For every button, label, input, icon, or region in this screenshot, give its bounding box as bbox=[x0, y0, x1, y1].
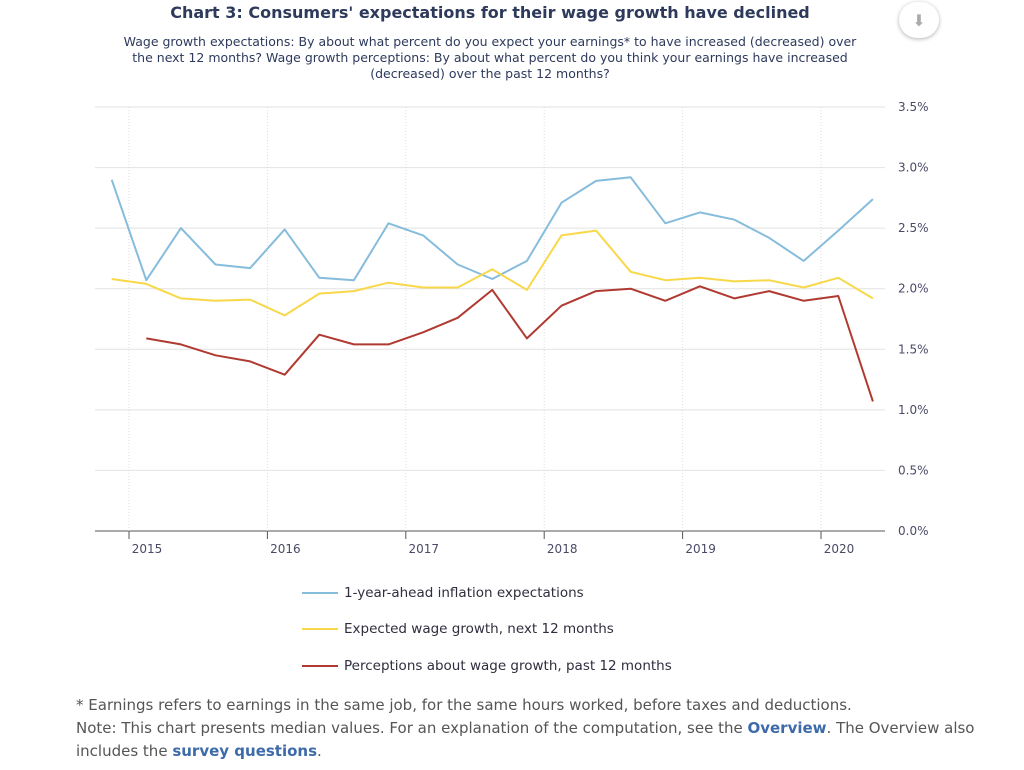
y-tick-label: 1.5% bbox=[898, 342, 929, 356]
download-button[interactable]: ⬇ bbox=[899, 2, 939, 38]
legend-item[interactable]: Expected wage growth, next 12 months bbox=[302, 621, 614, 637]
x-tick-label: 2019 bbox=[685, 542, 716, 556]
note-text: . The Overview also includes the bbox=[76, 719, 975, 760]
legend-swatch bbox=[302, 665, 338, 667]
survey-questions-link[interactable]: survey questions bbox=[172, 742, 318, 760]
x-tick-label: 2015 bbox=[132, 542, 163, 556]
y-tick-label: 3.0% bbox=[898, 161, 929, 175]
legend-item[interactable]: 1-year-ahead inflation expectations bbox=[302, 585, 584, 601]
note-text: Note: This chart presents median values.… bbox=[76, 719, 748, 737]
legend-swatch bbox=[302, 592, 338, 594]
line-chart: 0.0% 0.5% 1.0% 1.5% 2.0% 2.5% 3.0% 3.5% 2015 2016… bbox=[95, 100, 929, 556]
legend-swatch bbox=[302, 628, 338, 630]
chart-title: Chart 3: Consumers' expectations for the… bbox=[170, 3, 810, 22]
legend-label: 1-year-ahead inflation expectations bbox=[344, 585, 584, 601]
series-line-2 bbox=[146, 285, 874, 402]
y-tick-label: 2.5% bbox=[898, 221, 929, 235]
earnings-note: * Earnings refers to earnings in the sam… bbox=[76, 696, 852, 714]
note-text: . bbox=[317, 742, 322, 760]
y-tick-label: 3.5% bbox=[898, 100, 929, 114]
legend-label: Expected wage growth, next 12 months bbox=[344, 621, 614, 637]
download-icon: ⬇ bbox=[912, 10, 926, 30]
legend-label: Perceptions about wage growth, past 12 m… bbox=[344, 658, 672, 674]
x-tick-label: 2017 bbox=[409, 542, 440, 556]
series-line-0 bbox=[110, 176, 874, 282]
series-line-1 bbox=[111, 229, 874, 317]
y-tick-label: 0.0% bbox=[898, 524, 929, 538]
x-tick-label: 2018 bbox=[547, 542, 578, 556]
y-tick-label: 2.0% bbox=[898, 282, 929, 296]
y-tick-label: 0.5% bbox=[898, 463, 929, 477]
x-tick-label: 2016 bbox=[270, 542, 301, 556]
x-tick-label: 2020 bbox=[824, 542, 855, 556]
overview-link[interactable]: Overview bbox=[747, 719, 827, 737]
footnote: * Earnings refers to earnings in the sam… bbox=[76, 694, 976, 763]
chart-subtitle: Wage growth expectations: By about what … bbox=[123, 34, 857, 81]
y-tick-label: 1.0% bbox=[898, 403, 929, 417]
legend-item[interactable]: Perceptions about wage growth, past 12 m… bbox=[302, 658, 672, 674]
